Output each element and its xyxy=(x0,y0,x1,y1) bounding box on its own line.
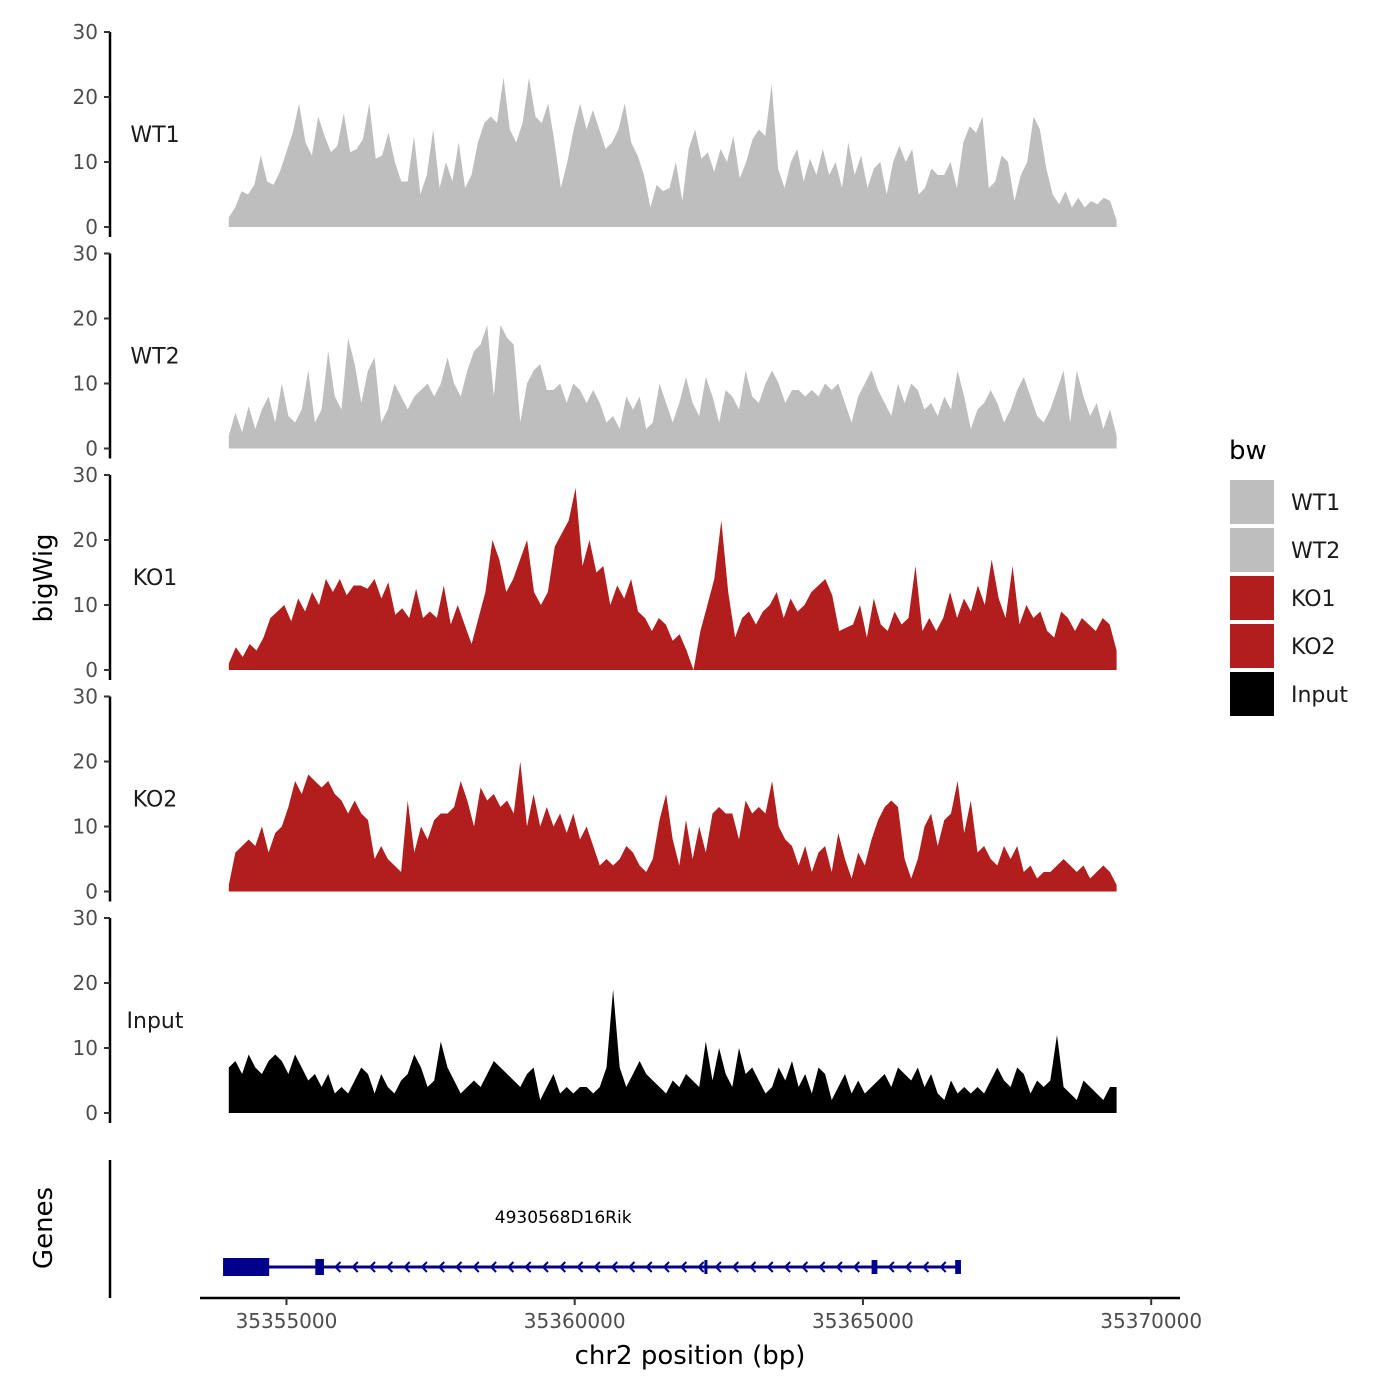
strand-arrow xyxy=(852,1261,861,1273)
area-input xyxy=(228,989,1117,1113)
gene-exon xyxy=(315,1259,324,1275)
legend-key-ko2 xyxy=(1230,624,1274,668)
legend-key-wt1 xyxy=(1230,480,1274,524)
strand-arrow xyxy=(437,1261,445,1273)
strand-arrow xyxy=(645,1261,653,1273)
area-wt2 xyxy=(228,325,1117,449)
strand-arrow xyxy=(628,1261,636,1273)
y-tick-label: 0 xyxy=(85,1101,98,1125)
y-tick-label: 0 xyxy=(85,658,98,682)
strand-arrow xyxy=(334,1261,342,1273)
strand-arrow xyxy=(939,1261,947,1273)
legend-label-wt1: WT1 xyxy=(1291,491,1340,516)
strand-arrow xyxy=(766,1261,774,1273)
strand-arrow xyxy=(420,1261,428,1273)
track-label-ko1: KO1 xyxy=(133,566,178,591)
y-tick-label: 10 xyxy=(73,815,98,839)
strand-arrow xyxy=(887,1261,895,1273)
x-tick-label: 35365000 xyxy=(812,1309,914,1333)
track-ko1: 0 10 20 30 KO1 xyxy=(73,463,1117,682)
y-tick-label: 20 xyxy=(73,528,98,552)
signal-tracks: 0 10 20 30 WT1 0 10 20 30 WT2 0 10 20 30 KO1 0 10 20 30 KO2… xyxy=(73,20,1117,1125)
strand-arrow xyxy=(749,1261,757,1273)
genes-axis-title: Genes xyxy=(29,1187,59,1269)
strand-arrow xyxy=(593,1261,601,1273)
strand-arrow xyxy=(385,1261,394,1273)
y-tick-label: 10 xyxy=(73,1036,98,1060)
y-tick-label: 20 xyxy=(73,85,98,109)
strand-arrow xyxy=(351,1261,359,1273)
area-ko2 xyxy=(228,761,1117,892)
legend: bw WT1 WT2 KO1 KO2 Input xyxy=(1229,436,1348,716)
strand-arrow xyxy=(904,1261,912,1273)
gene-exon xyxy=(871,1260,878,1274)
area-wt1 xyxy=(228,77,1117,227)
y-axis-title: bigWig xyxy=(29,533,59,622)
track-label-ko2: KO2 xyxy=(133,788,178,813)
strand-arrow xyxy=(489,1261,497,1273)
y-tick-label: 20 xyxy=(73,971,98,995)
gene-exon xyxy=(955,1260,961,1274)
strand-arrow xyxy=(697,1261,705,1273)
legend-title: bw xyxy=(1229,436,1267,466)
strand-arrow xyxy=(403,1261,411,1273)
y-tick-label: 0 xyxy=(85,215,98,239)
track-ko2: 0 10 20 30 KO2 xyxy=(73,685,1117,904)
strand-arrow xyxy=(524,1261,532,1273)
y-tick-label: 30 xyxy=(73,20,98,44)
track-wt1: 0 10 20 30 WT1 xyxy=(73,20,1117,239)
strand-arrow xyxy=(558,1261,567,1273)
strand-arrow xyxy=(800,1261,809,1273)
strand-arrow xyxy=(541,1261,549,1273)
y-tick-label: 30 xyxy=(73,463,98,487)
y-tick-label: 30 xyxy=(73,685,98,709)
strand-arrow xyxy=(714,1261,722,1273)
y-tick-label: 10 xyxy=(73,593,98,617)
x-tick-label: 35355000 xyxy=(236,1309,338,1333)
strand-arrow xyxy=(368,1261,376,1273)
strand-arrow xyxy=(922,1261,930,1273)
strand-arrow xyxy=(731,1261,739,1273)
x-tick-label: 35370000 xyxy=(1100,1309,1202,1333)
legend-key-wt2 xyxy=(1230,528,1274,572)
y-tick-label: 10 xyxy=(73,372,98,396)
y-tick-label: 20 xyxy=(73,307,98,331)
strand-arrow xyxy=(455,1261,463,1273)
y-tick-label: 10 xyxy=(73,150,98,174)
y-tick-label: 0 xyxy=(85,880,98,904)
x-axis: 35355000 35360000 35365000 35370000 xyxy=(200,1296,1202,1333)
legend-label-input: Input xyxy=(1291,683,1348,708)
track-label-input: Input xyxy=(127,1009,184,1034)
gene-exon xyxy=(704,1260,708,1274)
y-tick-label: 20 xyxy=(73,750,98,774)
track-label-wt2: WT2 xyxy=(130,345,179,370)
strand-arrow xyxy=(835,1261,843,1273)
track-input: 0 10 20 30 Input xyxy=(73,906,1117,1125)
gene-label: 4930568D16Rik xyxy=(495,1208,632,1228)
strand-arrow xyxy=(610,1261,618,1273)
x-tick-label: 35360000 xyxy=(524,1309,626,1333)
y-tick-label: 30 xyxy=(73,906,98,930)
y-tick-label: 30 xyxy=(73,242,98,266)
track-wt2: 0 10 20 30 WT2 xyxy=(73,242,1117,461)
area-ko1 xyxy=(228,488,1117,670)
legend-key-ko1 xyxy=(1230,576,1274,620)
strand-arrow xyxy=(506,1261,515,1273)
x-axis-title: chr2 position (bp) xyxy=(575,1341,806,1371)
track-label-wt1: WT1 xyxy=(130,123,179,148)
genes-panel: 4930568D16Rik xyxy=(108,1160,961,1298)
strand-arrow xyxy=(783,1261,791,1273)
strand-arrow xyxy=(472,1261,480,1273)
legend-key-input xyxy=(1230,672,1274,716)
legend-label-ko2: KO2 xyxy=(1291,635,1336,660)
gene-exon xyxy=(223,1258,270,1276)
y-tick-label: 0 xyxy=(85,437,98,461)
strand-arrow xyxy=(576,1261,584,1273)
legend-label-wt2: WT2 xyxy=(1291,539,1340,564)
legend-label-ko1: KO1 xyxy=(1291,587,1336,612)
strand-arrow xyxy=(662,1261,670,1273)
strand-arrow xyxy=(679,1261,688,1273)
strand-arrow xyxy=(818,1261,826,1273)
